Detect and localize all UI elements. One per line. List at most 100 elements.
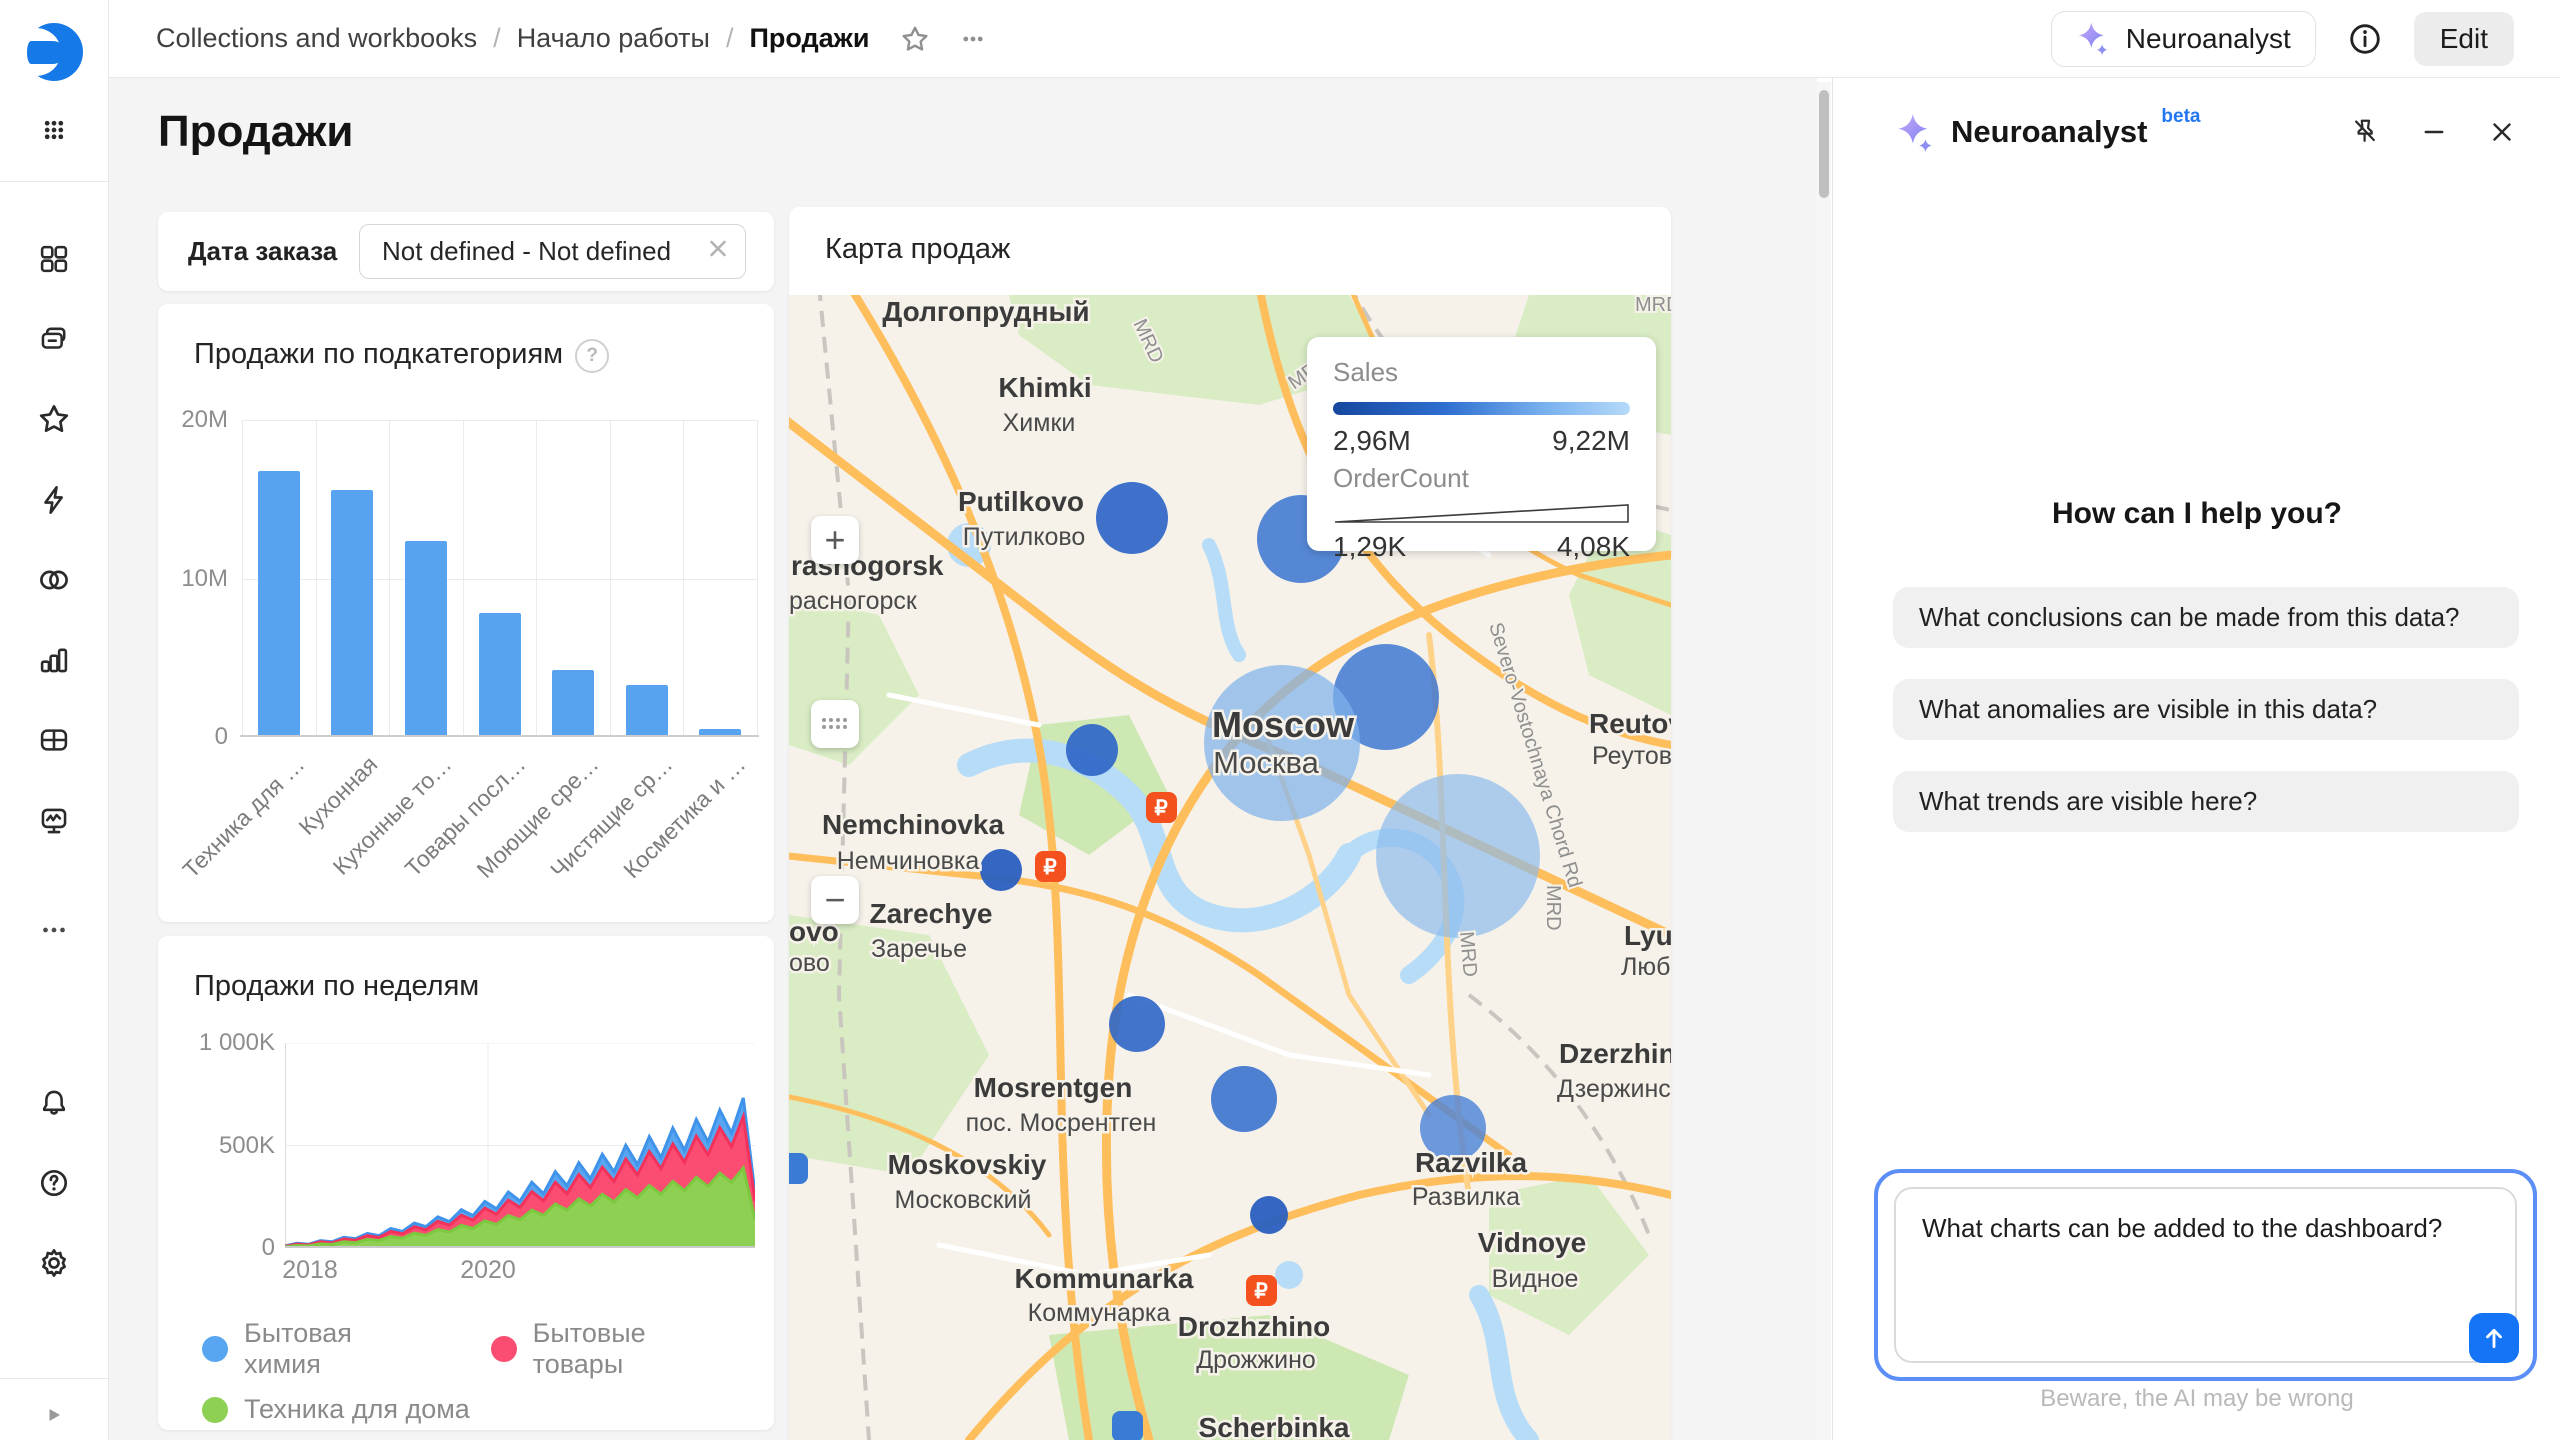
sales-bubble[interactable] [1109, 996, 1165, 1052]
x-axis-tick: 2020 [460, 1256, 516, 1284]
svg-text:Mosrentgen: Mosrentgen [974, 1072, 1133, 1103]
ruble-marker[interactable]: ₽ [1035, 851, 1066, 882]
edit-button[interactable]: Edit [2413, 11, 2514, 66]
expand-sidebar-icon[interactable] [22, 1383, 86, 1440]
sidebar-item-charts-icon[interactable] [22, 628, 86, 692]
bar[interactable] [552, 670, 595, 737]
bar[interactable] [404, 540, 447, 737]
svg-text:Реутов: Реутов [1592, 742, 1671, 770]
sales-bubbles-group [980, 482, 1540, 1234]
neuroanalyst-button[interactable]: Neuroanalyst [2050, 10, 2316, 67]
suggestion-chip[interactable]: What conclusions can be made from this d… [1893, 587, 2519, 648]
transit-marker[interactable] [1112, 1411, 1143, 1440]
sidebar-item-favorites-icon[interactable] [22, 387, 86, 451]
svg-text:ово: ово [789, 949, 830, 977]
map-zoom-out-button[interactable]: − [811, 876, 859, 924]
bar[interactable] [625, 684, 668, 737]
svg-text:Zarechye: Zarechye [870, 898, 993, 929]
y-axis-tick: 1 000K [198, 1029, 275, 1056]
sales-bubble[interactable] [1211, 1066, 1277, 1132]
map-zoom-in-button[interactable]: + [811, 516, 859, 564]
ruble-marker[interactable]: ₽ [1246, 1275, 1277, 1306]
unpin-icon[interactable] [2349, 116, 2381, 148]
breadcrumb-current: Продажи [749, 23, 870, 53]
sidebar [0, 0, 109, 1440]
legend-item[interactable]: Бытовые товары [490, 1318, 742, 1380]
minimize-icon[interactable] [2419, 117, 2449, 147]
chart-help-icon[interactable]: ? [575, 339, 610, 373]
favorite-star-icon[interactable] [899, 23, 931, 55]
breadcrumb-separator: / [493, 23, 501, 53]
dashboard-scrollbar[interactable] [1817, 82, 1831, 1440]
datalens-logo[interactable] [11, 20, 86, 84]
chat-input-container: What charts can be added to the dashboar… [1874, 1169, 2537, 1381]
sidebar-divider [0, 181, 108, 182]
sidebar-item-quick-icon[interactable] [22, 468, 86, 532]
sales-map-card: Карта продаж [789, 207, 1671, 1440]
weekly-chart-card: Продажи по неделям 1 000K 500K 0 2018 20… [158, 936, 774, 1430]
breadcrumb-collections[interactable]: Collections and workbooks [156, 23, 478, 53]
suggestion-chip[interactable]: What anomalies are visible in this data? [1893, 679, 2519, 740]
date-filter-card: Дата заказа Not defined - Not defined [158, 212, 774, 291]
sidebar-more-icon[interactable] [22, 898, 86, 962]
bar[interactable] [478, 613, 521, 737]
bar[interactable] [699, 729, 742, 737]
neuroanalyst-button-label: Neuroanalyst [2125, 22, 2291, 54]
sales-bubble[interactable] [980, 849, 1022, 891]
bar[interactable] [257, 470, 300, 737]
breadcrumb-more-icon[interactable] [957, 23, 989, 55]
map-drag-handle-icon [822, 718, 847, 729]
legend-item[interactable]: Бытовая химия [202, 1318, 435, 1380]
sales-bubble[interactable] [1096, 482, 1168, 554]
subcategories-chart-card: Продажи по подкатегориям? 20M 10M 0 Техн… [158, 304, 774, 922]
svg-text:Химки: Химки [1003, 409, 1076, 437]
apps-grid-icon[interactable] [22, 98, 86, 162]
sales-bubble[interactable] [1066, 724, 1118, 776]
sidebar-item-dashboards-icon[interactable] [22, 789, 86, 853]
send-button[interactable] [2469, 1313, 2519, 1363]
neuroanalyst-panel-header: Neuroanalyst beta [1833, 77, 2560, 187]
svg-text:MRD: MRD [1542, 885, 1564, 931]
map-canvas[interactable]: ₽ ₽ ₽ Долгопрудный Khimki Химки Putilkov… [789, 295, 1671, 1440]
settings-gear-icon[interactable] [22, 1231, 86, 1295]
suggestion-chip[interactable]: What trends are visible here? [1893, 771, 2519, 832]
sidebar-item-datasets-icon[interactable] [22, 708, 86, 772]
legend-item[interactable]: Техника для дома [202, 1394, 470, 1425]
sidebar-item-overview-icon[interactable] [22, 227, 86, 291]
transit-marker[interactable] [789, 1153, 808, 1184]
svg-text:Люб: Люб [1621, 953, 1670, 981]
sales-bubble[interactable] [1376, 774, 1540, 938]
help-icon[interactable] [22, 1151, 86, 1215]
map-city-labels: Долгопрудный Khimki Химки Putilkovo Пути… [789, 295, 1671, 1440]
date-filter-input[interactable]: Not defined - Not defined [359, 224, 746, 279]
svg-text:Москва: Москва [1213, 745, 1320, 780]
map-legend-ordercount-label: OrderCount [1333, 463, 1469, 493]
ordercount-wedge-icon [1334, 504, 1629, 523]
breadcrumb-workbook[interactable]: Начало работы [516, 23, 710, 53]
map-railways [817, 295, 1671, 1440]
info-icon[interactable] [2346, 20, 2384, 58]
sidebar-item-collections-icon[interactable] [22, 307, 86, 371]
ai-disclaimer: Beware, the AI may be wrong [2040, 1385, 2354, 1412]
scrollbar-thumb[interactable] [1819, 90, 1829, 198]
notifications-bell-icon[interactable] [22, 1071, 86, 1135]
dashboard-area: Продажи Дата заказа Not defined - Not de… [108, 77, 1817, 1440]
sales-bubble[interactable] [1204, 665, 1360, 821]
svg-text:Vidnoye: Vidnoye [1478, 1227, 1586, 1258]
close-icon[interactable] [2487, 117, 2517, 147]
y-axis-tick: 0 [214, 723, 228, 750]
sales-bubble[interactable] [1333, 644, 1439, 750]
sales-bubble[interactable] [1250, 1196, 1288, 1234]
ruble-marker[interactable]: ₽ [1146, 792, 1177, 823]
svg-text:Dzerzhins: Dzerzhins [1559, 1038, 1671, 1069]
svg-text:Nemchinovka: Nemchinovka [822, 809, 1004, 840]
bar[interactable] [331, 489, 374, 737]
sidebar-item-connections-icon[interactable] [22, 548, 86, 612]
map-drag-handle[interactable] [811, 700, 859, 748]
sales-bubble[interactable] [1420, 1095, 1486, 1161]
clear-filter-icon[interactable] [705, 235, 731, 268]
svg-text:Путилково: Путилково [963, 523, 1086, 551]
svg-text:₽: ₽ [1154, 797, 1168, 820]
chat-input[interactable]: What charts can be added to the dashboar… [1894, 1187, 2517, 1363]
sales-max-value: 9,22M [1552, 425, 1630, 456]
